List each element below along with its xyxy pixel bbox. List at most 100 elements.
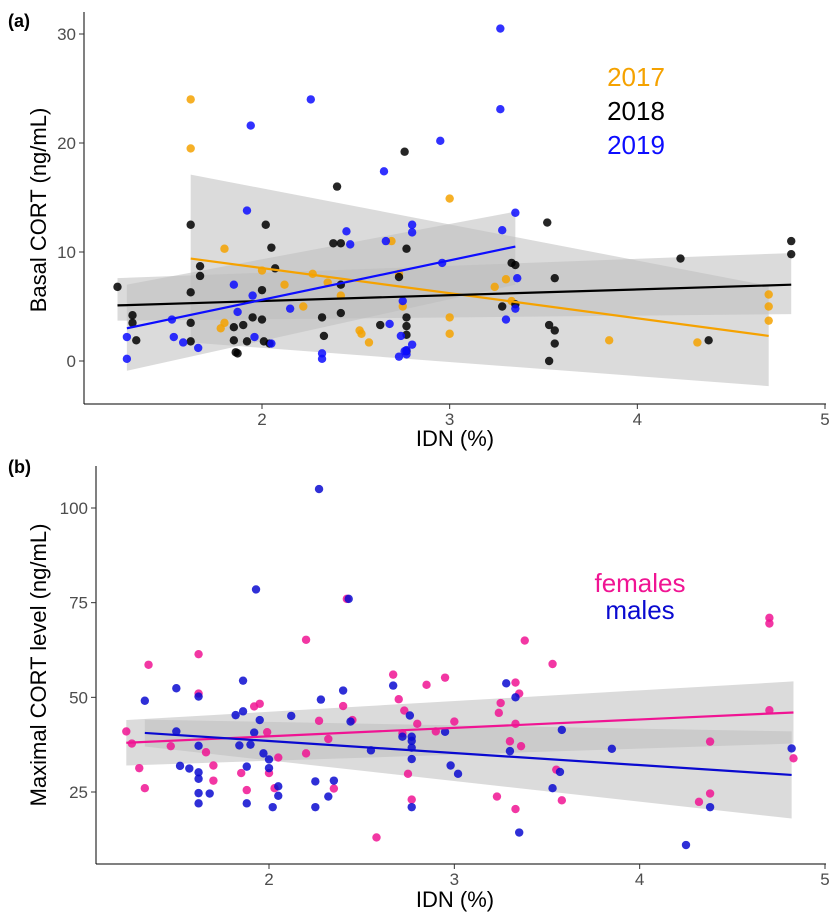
point-2018: [239, 320, 248, 330]
point-2018: [676, 254, 685, 263]
point-2018: [132, 336, 141, 345]
point-2017: [280, 280, 289, 289]
point-2018: [498, 302, 507, 311]
point-2018: [186, 220, 195, 229]
x-tick-label: 2: [264, 870, 273, 889]
point-males: [172, 684, 181, 693]
point-2018: [402, 244, 411, 253]
point-2019: [496, 24, 505, 33]
y-tick-label: 10: [57, 243, 76, 262]
point-2019: [407, 340, 417, 349]
y-tick-label: 20: [57, 134, 76, 153]
point-2019: [285, 304, 295, 313]
point-2018: [544, 320, 554, 330]
point-females: [314, 716, 324, 726]
point-males: [324, 792, 333, 801]
point-males: [407, 754, 416, 764]
point-2018: [332, 182, 342, 191]
point-2018: [787, 236, 796, 246]
point-males: [185, 764, 194, 773]
point-females: [422, 680, 431, 690]
point-males: [407, 736, 416, 746]
point-2018: [336, 308, 346, 318]
legend-2017: 2017: [607, 62, 665, 92]
y-tick-label: 100: [60, 499, 88, 518]
fit-line-2019: [126, 245, 516, 330]
point-2019: [122, 332, 132, 342]
point-2017: [764, 290, 773, 299]
point-males: [555, 767, 565, 777]
point-females: [201, 748, 211, 757]
panel-b-label: (b): [8, 457, 31, 477]
point-2017: [364, 338, 374, 347]
point-females: [209, 776, 218, 785]
point-females: [372, 833, 381, 842]
point-2017: [299, 302, 308, 311]
point-2019: [233, 307, 242, 317]
point-females: [274, 753, 283, 762]
point-2018: [128, 311, 137, 320]
panel-b-x-ticks: 2 3 4 5: [264, 864, 830, 889]
point-females: [765, 706, 774, 715]
panel-a-x-axis-title: IDN (%): [416, 426, 494, 451]
point-females: [492, 792, 502, 801]
point-males: [787, 744, 796, 753]
point-2018: [195, 261, 205, 271]
fit-line-2017: [190, 257, 769, 338]
y-tick-label: 50: [69, 688, 88, 707]
point-males: [246, 740, 255, 749]
panel-b-y-ticks: 25 50 75 100: [60, 499, 96, 802]
point-2017: [501, 275, 511, 284]
point-2018: [242, 337, 252, 346]
point-males: [705, 802, 715, 812]
point-females: [209, 761, 218, 770]
point-males: [346, 717, 355, 726]
point-2017: [604, 336, 614, 345]
point-males: [235, 741, 244, 750]
point-females: [388, 670, 398, 679]
point-males: [311, 802, 320, 812]
point-males: [453, 769, 463, 779]
point-2018: [402, 313, 411, 322]
point-females: [301, 635, 311, 644]
point-males: [242, 762, 251, 771]
point-females: [511, 804, 520, 814]
point-2019: [229, 280, 239, 289]
point-2017: [357, 329, 366, 338]
point-2018: [402, 321, 411, 331]
point-2017: [490, 282, 499, 292]
panel-a-fit-lines: [117, 245, 792, 338]
point-males: [311, 777, 320, 786]
point-females: [548, 659, 557, 669]
point-females: [494, 708, 504, 718]
panel-a-confidence-ribbons: [117, 174, 792, 387]
legend-2018: 2018: [607, 96, 665, 126]
panel-b-fit-lines: [126, 711, 794, 777]
point-males: [264, 755, 274, 764]
point-2019: [402, 345, 411, 355]
point-males: [259, 749, 268, 758]
point-males: [338, 686, 348, 695]
panel-a-basal-cort: (a) 2 3 4 5 0 10 20 30 IDN (%) Basal CORT (ng/…: [8, 11, 830, 451]
x-tick-label: 3: [445, 410, 454, 429]
point-males: [446, 761, 455, 770]
point-2017: [764, 302, 773, 311]
point-males: [316, 695, 326, 704]
point-2019: [436, 136, 445, 146]
fit-line-2018: [117, 283, 792, 307]
point-males: [398, 732, 407, 741]
point-2019: [246, 121, 255, 130]
point-2019: [379, 167, 389, 176]
point-males: [242, 799, 251, 808]
point-males: [440, 727, 450, 736]
fit-line-females: [126, 711, 794, 744]
point-males: [194, 788, 203, 798]
point-females: [413, 719, 422, 729]
point-2018: [787, 249, 796, 259]
point-2018: [394, 272, 404, 282]
point-males: [140, 696, 150, 705]
point-females: [338, 701, 348, 711]
point-females: [789, 754, 798, 763]
point-2019: [248, 291, 257, 300]
